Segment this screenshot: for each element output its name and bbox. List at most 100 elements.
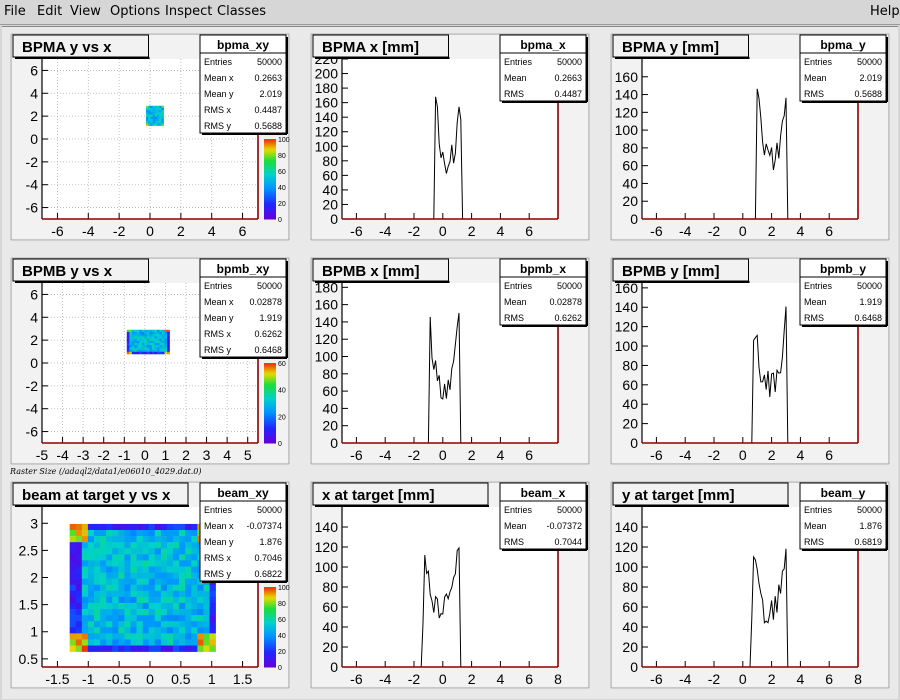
palette-swatch bbox=[264, 621, 276, 624]
heatmap-cell bbox=[136, 639, 143, 646]
palette-swatch bbox=[264, 193, 276, 196]
heatmap-cell bbox=[87, 572, 95, 579]
chart-svg-bpma_x: 020406080100120140160180200220-6-4-20246… bbox=[310, 33, 590, 241]
menu-inspect[interactable]: Inspect bbox=[165, 4, 213, 19]
heatmap-cell bbox=[160, 578, 168, 586]
pad-bpma-xy[interactable]: -6 -4 -2 0 2 4 6 -6 -4 -2 0 2 4 6 0 20 40 60 80 100 BPMA y v… bbox=[10, 33, 290, 241]
heatmap-cell bbox=[69, 560, 77, 567]
stats-label: RMS bbox=[804, 89, 824, 99]
y-tick-label: 140 bbox=[615, 299, 639, 315]
heatmap-cell bbox=[130, 633, 137, 640]
heatmap-cell bbox=[131, 338, 135, 342]
pad-bpma-x[interactable]: 020406080100120140160180200220-6-4-20246… bbox=[310, 33, 590, 241]
y-tick-label: 160 bbox=[315, 297, 339, 313]
stats-label: RMS x bbox=[204, 329, 232, 339]
palette-swatch bbox=[264, 435, 276, 438]
palette-swatch bbox=[264, 187, 276, 190]
palette-swatch bbox=[264, 145, 276, 148]
palette-swatch bbox=[264, 159, 276, 162]
heatmap-cell bbox=[142, 536, 150, 543]
heatmap-cell bbox=[87, 609, 95, 616]
palette-swatch bbox=[264, 633, 276, 636]
heatmap-cell bbox=[136, 542, 143, 549]
heatmap-cell bbox=[209, 590, 216, 598]
heatmap-cell bbox=[100, 590, 107, 598]
heatmap-cell bbox=[130, 554, 137, 561]
stats-value: 2.019 bbox=[859, 73, 882, 83]
menu-edit[interactable]: Edit bbox=[37, 4, 63, 19]
palette-swatch bbox=[264, 397, 276, 400]
heatmap-cell bbox=[157, 123, 160, 126]
heatmap-cell bbox=[141, 338, 145, 342]
heatmap-cell bbox=[151, 331, 155, 335]
heatmap-cell bbox=[136, 349, 140, 353]
heatmap-cell bbox=[87, 560, 95, 567]
heatmap-cell bbox=[197, 615, 204, 622]
heatmap-cell bbox=[139, 329, 143, 333]
heatmap-cell bbox=[167, 334, 170, 337]
heatmap-cell bbox=[81, 633, 89, 640]
heatmap-cell bbox=[134, 334, 138, 337]
pad-bpmb-xy[interactable]: -6 -4 -2 0 2 4 6 -5 -4 -3 -2 -1 0 1 2 3 4 5 0 20 40 60 BPMB y … bbox=[10, 257, 290, 465]
stats-value: 0.7046 bbox=[254, 553, 282, 563]
pad-bpma-y[interactable]: 0 20 40 60 80 100 120 140 160 -6 -4 -2 0 2 4 6 BPMA y [m… bbox=[610, 33, 890, 241]
menu-options[interactable]: Options bbox=[110, 4, 161, 19]
heatmap-cell bbox=[81, 627, 89, 634]
menu-file[interactable]: File bbox=[4, 4, 26, 19]
menu-help[interactable]: Help bbox=[870, 4, 900, 19]
palette-swatch bbox=[264, 201, 276, 204]
heatmap-cell bbox=[149, 351, 153, 355]
y-tick-label: 60 bbox=[322, 167, 338, 183]
heatmap-cell bbox=[154, 645, 162, 652]
heatmap-cell bbox=[164, 336, 168, 339]
heatmap-cell bbox=[154, 331, 158, 335]
heatmap-cell bbox=[75, 542, 83, 549]
menu-classes[interactable]: Classes bbox=[217, 4, 266, 19]
heatmap-cell bbox=[129, 338, 133, 342]
heatmap-cell bbox=[136, 523, 143, 531]
heatmap-cell bbox=[156, 342, 160, 346]
x-tick-label: 1 bbox=[208, 671, 216, 687]
heatmap-cell bbox=[154, 633, 162, 640]
pad-beam-x[interactable]: 0 20 40 60 80 100 120 140 -6 -4 -2 0 2 4 6 8 x at target… bbox=[310, 481, 590, 689]
stats-name-bpma_xy: bpma_xy bbox=[217, 38, 269, 52]
heatmap-cell bbox=[160, 536, 168, 543]
pad-beam-y[interactable]: 0 20 40 60 80 100 120 140 -6 -4 -2 0 2 4 6 8 y at target… bbox=[610, 481, 890, 689]
heatmap-cell bbox=[154, 114, 158, 118]
heatmap-cell bbox=[203, 645, 210, 652]
heatmap-cell bbox=[173, 627, 180, 634]
heatmap-cell bbox=[185, 615, 192, 622]
heatmap-cell bbox=[81, 596, 89, 604]
heatmap-cell bbox=[156, 331, 160, 335]
heatmap-cell bbox=[75, 584, 83, 592]
heatmap-cell bbox=[144, 342, 148, 346]
pad-border bbox=[610, 33, 890, 241]
stats-value: 50000 bbox=[857, 57, 882, 67]
pad-beam-xy[interactable]: 0.5 1 1.5 2 2.5 3 -1.5 -1 -0.5 0 0.5 1 1.5 0 20 40 60 80 1… bbox=[10, 481, 290, 689]
pad-bpmb-x[interactable]: 0 20 40 60 80 100 120 140 160 180 -6 -4 -2 0 2 4 6 BPMB x… bbox=[310, 257, 590, 465]
pad-border bbox=[10, 257, 290, 465]
heatmap-cell bbox=[144, 334, 148, 337]
heatmap-cell bbox=[209, 633, 216, 640]
heatmap-cell bbox=[191, 609, 198, 616]
heatmap-cell bbox=[141, 331, 145, 335]
heatmap-cell bbox=[157, 118, 160, 122]
heatmap-cell bbox=[159, 340, 163, 344]
heatmap-cell bbox=[167, 329, 170, 333]
palette-swatch bbox=[264, 655, 276, 658]
heatmap-cell bbox=[118, 572, 125, 579]
pad-bpmb-y[interactable]: 0 20 40 60 80 100 120 140 160 -6 -4 -2 0 2 4 6 BPMB y [m… bbox=[610, 257, 890, 465]
palette-swatch bbox=[264, 403, 276, 406]
heatmap-cell bbox=[69, 584, 77, 592]
heatmap-cell bbox=[100, 627, 107, 634]
heatmap-cell bbox=[159, 336, 163, 339]
heatmap-cell bbox=[185, 560, 192, 567]
palette-swatch bbox=[264, 149, 276, 152]
heatmap-cell bbox=[130, 627, 137, 634]
palette-swatch bbox=[264, 175, 276, 178]
menu-view[interactable]: View bbox=[70, 4, 101, 19]
heatmap-cell bbox=[154, 347, 158, 350]
stats-value: 50000 bbox=[557, 505, 582, 515]
heatmap-cell bbox=[130, 560, 137, 567]
